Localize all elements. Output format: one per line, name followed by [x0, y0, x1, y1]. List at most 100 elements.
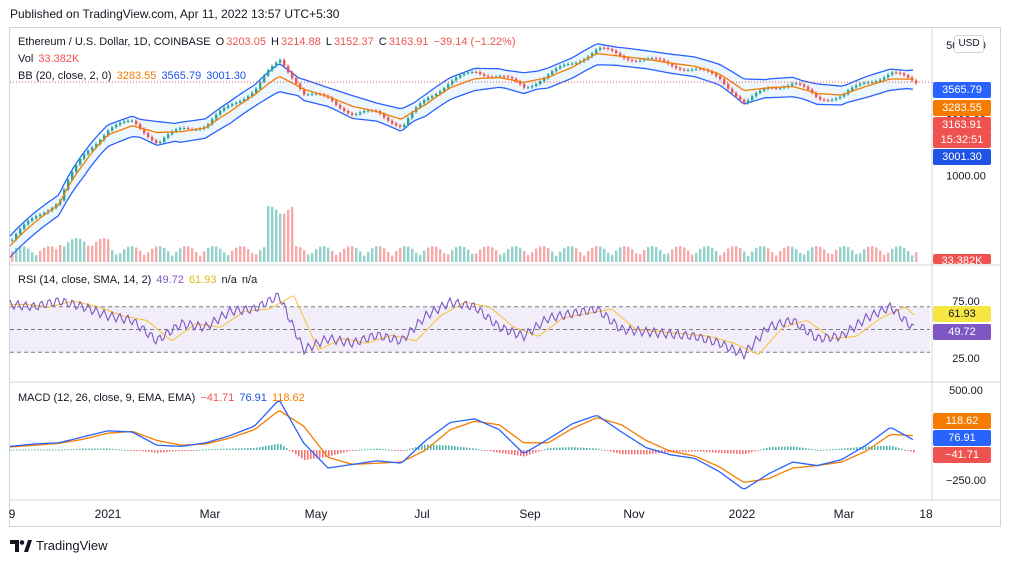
volume-bar	[847, 247, 850, 262]
macd-hist-bar	[661, 450, 663, 453]
volume-bar	[435, 246, 438, 262]
candle-body	[391, 120, 394, 124]
candle-body	[831, 99, 834, 101]
volume-bar	[691, 254, 694, 262]
candle-body	[475, 71, 478, 73]
volume-bar	[75, 238, 78, 262]
candle-body	[723, 79, 726, 85]
macd-hist-bar	[706, 450, 708, 453]
candle-body	[819, 96, 822, 100]
candle-body	[115, 124, 118, 128]
bb-upper-tag: 3565.79	[933, 82, 991, 98]
volume-bar	[51, 246, 54, 262]
macd-hist-bar	[298, 450, 300, 457]
candle-body	[811, 89, 814, 93]
volume-bar	[547, 247, 550, 262]
macd-pane	[9, 28, 1000, 501]
macd-hist-bar	[55, 449, 57, 451]
volume-bar	[39, 250, 42, 262]
last-price-tag: 3163.91	[933, 117, 991, 133]
macd-hist-bar	[337, 450, 339, 455]
candle-body	[727, 84, 730, 89]
candle-body	[815, 92, 818, 97]
macd-hist-bar	[703, 450, 705, 452]
volume-bar	[551, 251, 554, 262]
volume-bar	[823, 249, 826, 262]
macd-hist-bar	[913, 450, 915, 453]
y-tick-label: 75.00	[952, 296, 980, 308]
bb-basis-value: 3283.55	[116, 70, 157, 82]
macd-hist-bar	[547, 448, 549, 450]
chart-frame[interactable]	[9, 27, 1001, 527]
macd-hist-bar	[583, 447, 585, 450]
tradingview-logo[interactable]: TradingView	[10, 538, 108, 553]
macd-hist-bar	[142, 450, 144, 452]
tradingview-brand: TradingView	[36, 538, 108, 553]
macd-hist-bar	[79, 448, 81, 450]
macd-tag: 76.91	[933, 430, 991, 446]
candle-body	[795, 83, 798, 85]
volume-bar	[659, 249, 662, 262]
volume-bar	[279, 213, 282, 262]
macd-hist-bar	[604, 450, 606, 451]
macd-hist-bar	[556, 447, 558, 450]
volume-bar	[567, 246, 570, 262]
macd-hist-bar	[760, 449, 762, 451]
macd-line	[9, 400, 914, 490]
candle-body	[663, 59, 666, 62]
high-value: 3214.88	[280, 36, 321, 48]
volume-bar	[303, 250, 306, 262]
candle-body	[175, 129, 178, 132]
x-tick-label: 9	[9, 507, 16, 521]
volume-bar	[323, 246, 326, 262]
macd-hist-bar	[319, 450, 321, 458]
volume-bar	[123, 249, 126, 262]
volume-bar	[147, 252, 150, 262]
candle-body	[603, 47, 606, 49]
candle-body	[655, 58, 658, 60]
volume-bar	[843, 246, 846, 262]
macd-hist-bar	[700, 450, 702, 452]
macd-hist-bar	[238, 448, 240, 450]
candle-body	[11, 239, 14, 241]
macd-hist-bar	[784, 446, 786, 450]
macd-hist-bar	[505, 450, 507, 454]
volume-label: Vol	[18, 53, 34, 65]
volume-bar	[483, 246, 486, 262]
candle-body	[155, 140, 158, 144]
volume-bar	[311, 253, 314, 262]
volume-bar	[331, 250, 334, 262]
candle-body	[171, 131, 174, 135]
candle-body	[575, 62, 578, 64]
macd-hist-bar	[379, 448, 381, 450]
candle-body	[395, 123, 398, 126]
macd-hist-bar	[811, 449, 813, 451]
volume-bar	[467, 249, 470, 262]
macd-hist-bar	[814, 449, 816, 451]
macd-hist-bar	[286, 448, 288, 450]
volume-bar	[375, 246, 378, 262]
volume-bar	[371, 248, 374, 262]
volume-bar	[203, 251, 206, 262]
currency-button[interactable]: USD	[954, 35, 984, 53]
candle-body	[531, 85, 534, 88]
candle-body	[839, 96, 842, 99]
volume-bar	[23, 246, 26, 262]
macd-hist-bar	[40, 449, 42, 451]
macd-hist-bar	[508, 450, 510, 455]
volume-bar	[471, 253, 474, 262]
candle-body	[859, 83, 862, 86]
macd-hist-bar	[577, 447, 579, 450]
macd-hist-bar	[226, 448, 228, 450]
candle-body	[259, 81, 262, 89]
macd-hist-bar	[277, 443, 279, 450]
macd-hist-bar	[850, 447, 852, 450]
candle-body	[791, 83, 794, 86]
macd-hist-bar	[646, 450, 648, 455]
volume-bar	[55, 249, 58, 262]
candle-body	[851, 87, 854, 91]
volume-bar	[751, 251, 754, 262]
candle-body	[507, 76, 510, 78]
candle-body	[427, 97, 430, 101]
